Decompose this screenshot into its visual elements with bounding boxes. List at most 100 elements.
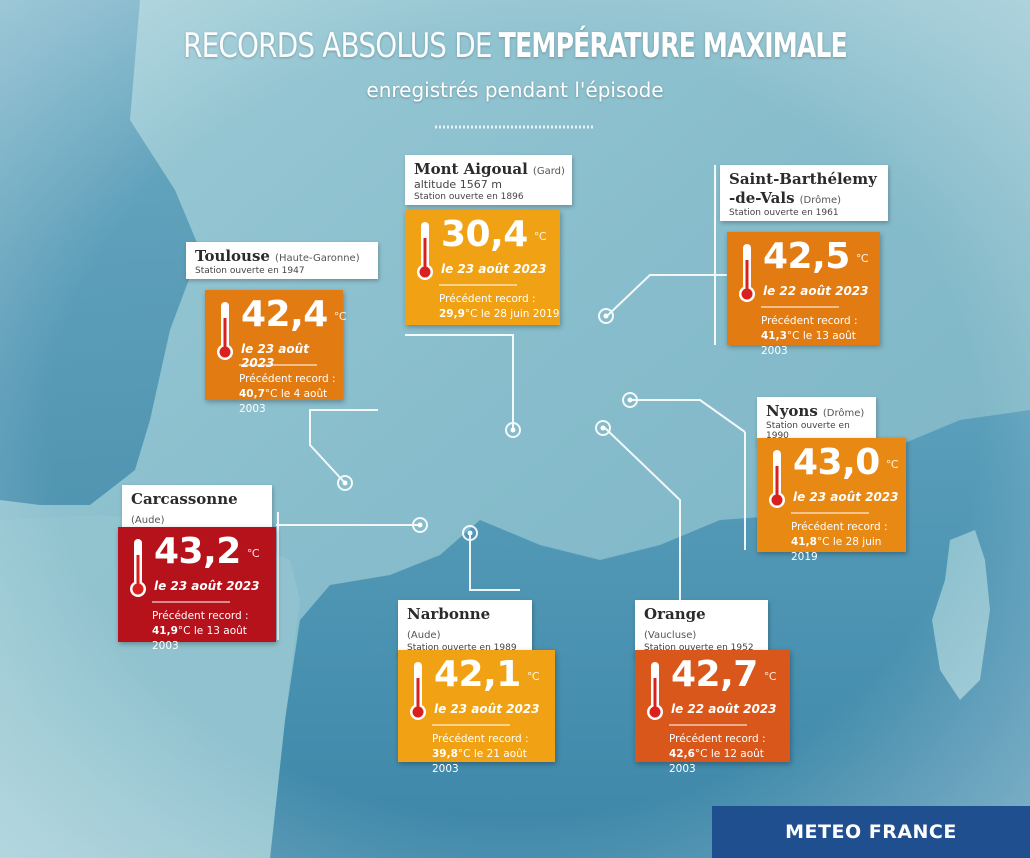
station-heading: Orange (Vaucluse) bbox=[644, 604, 761, 642]
separator bbox=[432, 724, 510, 726]
record-unit: °C bbox=[526, 670, 540, 683]
separator bbox=[439, 284, 517, 286]
station-altitude: altitude 1567 m bbox=[414, 178, 502, 191]
station-heading: Saint-Barthélemy -de-Vals (Drôme) bbox=[729, 169, 881, 207]
record-card: 42,7 °C le 22 août 2023 Précédent record : 4… bbox=[635, 650, 790, 775]
previous-date: le 28 juin 2019 bbox=[791, 536, 882, 563]
station-opened: Station ouverte en 1989 bbox=[407, 643, 517, 653]
previous-line: 41,3°C le 13 août 2003 bbox=[761, 329, 880, 359]
station-opened: Station ouverte en 1990 bbox=[766, 421, 850, 441]
record-number: 43,0 bbox=[793, 442, 880, 483]
station-region: (Haute-Garonne) bbox=[275, 253, 360, 264]
station-opened: Station ouverte en 1952 bbox=[644, 643, 754, 653]
separator bbox=[239, 364, 317, 366]
record-card: 42,5 °C le 22 août 2023 Précédent record : 4… bbox=[727, 232, 880, 357]
record-date: le 23 août 2023 bbox=[441, 262, 547, 276]
subtitle: enregistrés pendant l'épisode bbox=[366, 78, 664, 102]
station-region: (Aude) bbox=[407, 630, 441, 641]
record-date: le 22 août 2023 bbox=[763, 284, 869, 298]
station-opened: Station ouverte en 1947 bbox=[195, 266, 305, 276]
previous-date: le 4 août 2003 bbox=[239, 388, 328, 415]
station-label: Nyons (Drôme) Station ouverte en 1990 bbox=[757, 397, 876, 444]
previous-unit: °C bbox=[464, 308, 478, 320]
previous-value: 39,8 bbox=[432, 748, 458, 760]
record-unit: °C bbox=[246, 547, 260, 560]
station-label: Toulouse (Haute-Garonne) Station ouverte … bbox=[186, 242, 378, 279]
record-value: 42,7 °C bbox=[671, 654, 777, 695]
previous-record: Précédent record : 41,8°C le 28 juin 2019 bbox=[791, 520, 906, 565]
title-bold: TEMPÉRATURE MAXIMALE bbox=[498, 26, 848, 66]
previous-date: le 21 août 2003 bbox=[432, 748, 527, 775]
record-value: 43,0 °C bbox=[793, 442, 899, 483]
station-opened: Station ouverte en 1896 bbox=[414, 192, 524, 202]
station-region: (Vaucluse) bbox=[644, 630, 697, 641]
station-name: Orange bbox=[644, 605, 706, 623]
previous-unit: °C bbox=[264, 388, 278, 400]
logo: METEO FRANCE bbox=[712, 806, 1030, 858]
record-unit: °C bbox=[763, 670, 777, 683]
record-value: 30,4 °C bbox=[441, 214, 547, 255]
record-value: 42,4 °C bbox=[241, 294, 347, 335]
title: RECORDS ABSOLUS DE TEMPÉRATURE MAXIMALE bbox=[93, 26, 938, 66]
previous-line: 39,8°C le 21 août 2003 bbox=[432, 747, 555, 777]
previous-date: le 12 août 2003 bbox=[669, 748, 764, 775]
previous-label: Précédent record : bbox=[432, 733, 529, 745]
record-date: le 23 août 2023 bbox=[241, 342, 309, 370]
station-name: Mont Aigoual bbox=[414, 160, 528, 178]
separator bbox=[761, 306, 839, 308]
previous-date: le 13 août 2003 bbox=[152, 625, 247, 652]
previous-unit: °C bbox=[786, 330, 800, 342]
record-value: 42,5 °C bbox=[763, 236, 869, 277]
previous-record: Précédent record : 42,6°C le 12 août 2003 bbox=[669, 732, 790, 777]
station-name: Saint-Barthélemy -de-Vals bbox=[729, 170, 877, 207]
record-date: le 23 août 2023 bbox=[793, 490, 899, 504]
record-unit: °C bbox=[533, 230, 547, 243]
station-heading: Nyons (Drôme) bbox=[766, 401, 869, 420]
previous-unit: °C bbox=[694, 748, 708, 760]
record-date: le 22 août 2023 bbox=[671, 702, 777, 716]
record-value: 42,1 °C bbox=[434, 654, 540, 695]
previous-label: Précédent record : bbox=[669, 733, 766, 745]
record-date: le 23 août 2023 bbox=[434, 702, 540, 716]
station-label: Narbonne (Aude) Station ouverte en 1989 bbox=[398, 600, 532, 656]
station-name: Carcassonne bbox=[131, 490, 238, 508]
connectors bbox=[276, 165, 746, 640]
station-heading: Toulouse (Haute-Garonne) bbox=[195, 246, 371, 265]
previous-label: Précédent record : bbox=[152, 610, 249, 622]
record-number: 42,5 bbox=[763, 236, 850, 277]
thermometer-icon bbox=[130, 539, 146, 597]
station-opened: Station ouverte en 1961 bbox=[729, 208, 839, 218]
station-heading: Carcassonne (Aude) bbox=[131, 489, 265, 527]
station-region: (Aude) bbox=[131, 515, 165, 526]
previous-line: 40,7°C le 4 août 2003 bbox=[239, 387, 343, 417]
record-card: 42,1 °C le 23 août 2023 Précédent record : 3… bbox=[398, 650, 555, 775]
previous-label: Précédent record : bbox=[791, 521, 888, 533]
station-label: Orange (Vaucluse) Station ouverte en 1952 bbox=[635, 600, 768, 656]
previous-record: Précédent record : 39,8°C le 21 août 2003 bbox=[432, 732, 555, 777]
thermometer-icon bbox=[647, 662, 663, 720]
thermometer-icon bbox=[417, 222, 433, 280]
separator bbox=[669, 724, 747, 726]
previous-label: Précédent record : bbox=[239, 373, 336, 385]
separator bbox=[152, 601, 230, 603]
previous-date: le 13 août 2003 bbox=[761, 330, 856, 357]
thermometer-icon bbox=[410, 662, 426, 720]
previous-value: 41,3 bbox=[761, 330, 787, 342]
station-name: Toulouse bbox=[195, 247, 270, 265]
previous-record: Précédent record : 29,9°C le 28 juin 2019 bbox=[439, 292, 559, 322]
record-number: 42,7 bbox=[671, 654, 758, 695]
previous-unit: °C bbox=[457, 748, 471, 760]
record-value: 43,2 °C bbox=[154, 531, 260, 572]
previous-date: le 28 juin 2019 bbox=[480, 308, 560, 320]
previous-value: 29,9 bbox=[439, 308, 465, 320]
record-number: 42,4 bbox=[241, 294, 328, 335]
previous-label: Précédent record : bbox=[761, 315, 858, 327]
station-region: (Drôme) bbox=[799, 195, 842, 206]
record-unit: °C bbox=[333, 310, 347, 323]
record-date: le 23 août 2023 bbox=[154, 579, 260, 593]
record-number: 42,1 bbox=[434, 654, 521, 695]
station-name: Narbonne bbox=[407, 605, 491, 623]
station-region: (Gard) bbox=[532, 166, 565, 177]
record-card: 42,4 °C le 23 août 2023 Précédent record : 4… bbox=[205, 290, 347, 415]
